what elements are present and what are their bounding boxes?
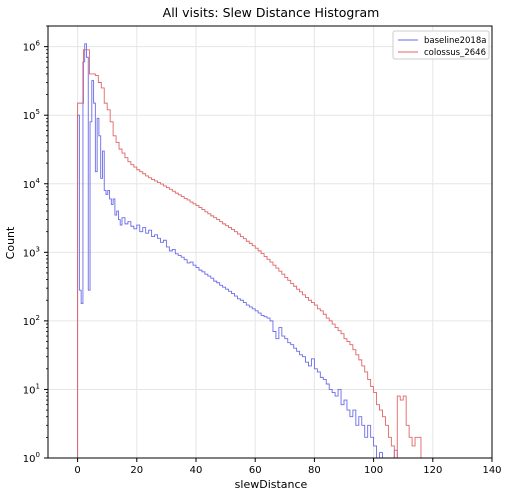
y-tick-label: 101 xyxy=(23,382,40,396)
x-axis-label: slewDistance xyxy=(235,478,308,491)
y-axis: 100 101 102 103 104 105 106 xyxy=(23,25,48,465)
y-tick-label: 100 xyxy=(23,451,40,465)
x-tick-label: 80 xyxy=(308,465,321,476)
y-tick-label: 102 xyxy=(23,314,40,328)
x-tick-label: 120 xyxy=(423,465,442,476)
y-tick-label: 103 xyxy=(23,245,40,259)
grid-lines xyxy=(48,26,493,459)
series-colossus_2646 xyxy=(77,49,436,459)
y-tick-label: 106 xyxy=(23,40,41,54)
series-layer xyxy=(77,43,436,459)
x-tick-label: 20 xyxy=(130,465,143,476)
x-tick-label: 140 xyxy=(482,465,501,476)
legend: baseline2018a colossus_2646 xyxy=(392,30,490,60)
x-tick-label: 40 xyxy=(190,465,203,476)
x-tick-label: 0 xyxy=(74,465,80,476)
series-baseline2018a xyxy=(77,43,430,459)
legend-label: colossus_2646 xyxy=(424,48,486,58)
x-axis: 0 20 40 60 80 100 120 140 xyxy=(74,458,502,476)
x-tick-label: 100 xyxy=(364,465,383,476)
legend-label: baseline2018a xyxy=(424,36,486,46)
x-tick-label: 60 xyxy=(249,465,262,476)
y-tick-label: 105 xyxy=(23,108,40,122)
y-axis-label: Count xyxy=(4,226,17,259)
y-tick-label: 104 xyxy=(23,177,41,191)
chart-title: All visits: Slew Distance Histogram xyxy=(163,5,380,20)
plot-frame xyxy=(47,25,493,459)
